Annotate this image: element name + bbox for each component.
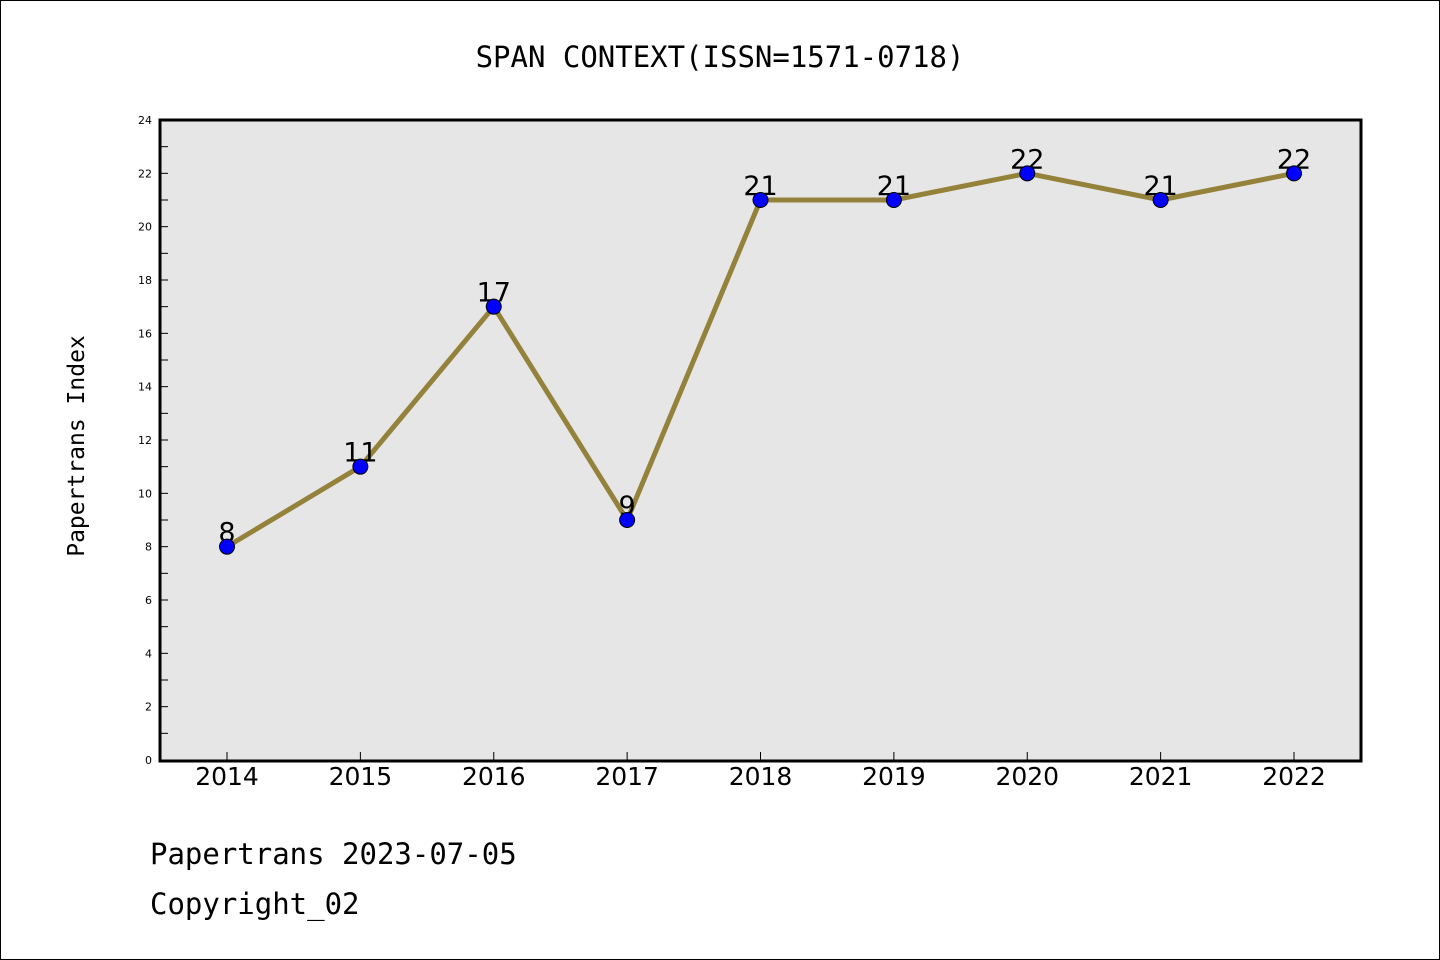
x-axis: 2014 2015 2016 2017 2018 2019 2020 2021 2022 (195, 752, 1326, 791)
y-tick-label: 10 (138, 487, 152, 500)
y-tick-label: 14 (138, 381, 152, 394)
y-axis-label: Papertrans Index (64, 335, 90, 557)
chart-title: SPAN CONTEXT(ISSN=1571-0718) (476, 40, 965, 74)
y-tick-label: 6 (145, 594, 152, 607)
data-point (752, 192, 769, 208)
y-tick-label: 4 (145, 647, 152, 660)
y-tick-label: 20 (138, 221, 152, 234)
x-tick-label: 2014 (195, 762, 259, 791)
y-tick-label: 2 (145, 701, 152, 714)
y-tick-label: 0 (145, 754, 152, 767)
y-tick-label: 8 (145, 541, 152, 554)
y-tick-label: 24 (138, 114, 152, 127)
footer-copyright: Copyright_02 (150, 887, 360, 922)
data-point (219, 538, 235, 555)
y-tick-label: 18 (138, 274, 152, 287)
x-tick-label: 2022 (1262, 762, 1326, 791)
data-point (619, 512, 636, 528)
plot-area (158, 118, 1363, 763)
x-tick-label: 2018 (729, 762, 793, 791)
data-point (1286, 165, 1302, 182)
x-tick-label: 2015 (329, 762, 393, 791)
data-point (885, 192, 902, 208)
data-point (1019, 165, 1036, 182)
data-point (485, 298, 502, 315)
y-tick-label: 22 (138, 167, 152, 180)
data-point (1152, 192, 1169, 208)
y-tick-label: 16 (138, 327, 152, 340)
x-tick-label: 2020 (995, 762, 1059, 791)
x-tick-label: 2021 (1129, 762, 1193, 791)
x-tick-label: 2019 (862, 762, 926, 791)
footer-date: Papertrans 2023-07-05 (150, 837, 517, 871)
x-tick-label: 2017 (595, 762, 659, 791)
y-tick-label: 12 (138, 434, 152, 447)
data-point (352, 458, 369, 475)
x-tick-label: 2016 (462, 762, 526, 791)
